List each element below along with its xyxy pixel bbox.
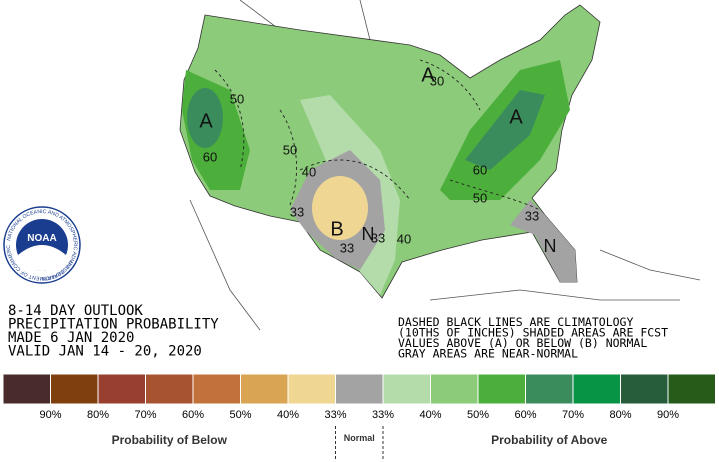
- map-label: 33: [340, 240, 354, 255]
- legend: 90% 80% 70% 60% 50% 40% 33% 33% 40% 50% 60% 70% 80% 9…: [2, 373, 716, 460]
- map-label: 33: [525, 208, 539, 223]
- note-line: VALUES ABOVE (A) OR BELOW (B) NORMAL: [398, 336, 647, 350]
- map-label: A: [199, 110, 213, 132]
- legend-swatch: [572, 373, 621, 405]
- map-label: B: [330, 218, 343, 240]
- legend-label: 50%: [229, 409, 251, 421]
- map-label: A: [421, 64, 435, 86]
- legend-below-title: Probability of Below: [112, 433, 228, 447]
- logo-wave: [18, 245, 66, 271]
- area-east-70: [465, 90, 545, 170]
- legend-label: 60%: [514, 409, 536, 421]
- legend-label: 90%: [39, 409, 61, 421]
- area-west-70: [187, 88, 223, 148]
- map-label: N: [544, 236, 557, 256]
- legend-swatch: [430, 373, 479, 405]
- legend-label: 90%: [657, 409, 679, 421]
- map-label: 40: [302, 164, 316, 179]
- legend-swatch: [97, 373, 146, 405]
- title-line: VALID JAN 14 - 20, 2020: [8, 344, 202, 360]
- legend-swatch: [145, 373, 194, 405]
- map-label: 60: [473, 162, 487, 177]
- legend-label: 40%: [277, 409, 299, 421]
- map-label: 50: [230, 91, 244, 106]
- map-label: 33: [290, 204, 304, 219]
- legend-swatch: [50, 373, 99, 405]
- map-label: 40: [397, 231, 411, 246]
- map-label: N: [362, 224, 375, 244]
- legend-swatch: [667, 373, 716, 405]
- legend-swatch: [2, 373, 51, 405]
- legend-label: 33%: [324, 409, 346, 421]
- legend-label: 80%: [87, 409, 109, 421]
- legend-label: 80%: [609, 409, 631, 421]
- note-line: DASHED BLACK LINES ARE CLIMATOLOGY: [398, 315, 633, 329]
- legend-swatch: [287, 373, 336, 405]
- note-line: GRAY AREAS ARE NEAR-NORMAL: [398, 347, 578, 361]
- title-line: MADE 6 JAN 2020: [8, 330, 134, 346]
- title-line: 8-14 DAY OUTLOOK: [8, 303, 143, 319]
- map-label: 33: [371, 230, 385, 245]
- title-line: PRECIPITATION PROBABILITY: [8, 317, 219, 333]
- legend-swatch: [620, 373, 669, 405]
- legend-label: 70%: [134, 409, 156, 421]
- legend-swatch: [477, 373, 526, 405]
- area-southeast-normal: [510, 200, 577, 282]
- area-texas-below: [312, 176, 368, 240]
- legend-above-title: Probability of Above: [491, 433, 608, 447]
- legend-label: 60%: [182, 409, 204, 421]
- map-label: 50: [283, 142, 297, 157]
- legend-swatch: [240, 373, 289, 405]
- map-label: A: [509, 106, 523, 128]
- borders: [189, 0, 701, 331]
- legend-label: 50%: [467, 409, 489, 421]
- legend-swatch: [192, 373, 241, 405]
- legend-label: 70%: [562, 409, 584, 421]
- map-label: 60: [203, 149, 217, 164]
- legend-swatch: [335, 373, 384, 405]
- map-label: 50: [473, 190, 487, 205]
- legend-normal-title: Normal: [344, 433, 375, 443]
- shaded-areas: [182, 60, 577, 295]
- legend-swatch: [382, 373, 431, 405]
- legend-label: 33%: [372, 409, 394, 421]
- note-line: (10THS OF INCHES) SHADED AREAS ARE FCST: [398, 326, 668, 340]
- map-label: 30: [430, 73, 444, 88]
- legend-swatch: [525, 373, 574, 405]
- notes-block: DASHED BLACK LINES ARE CLIMATOLOGY(10THS…: [398, 315, 668, 361]
- legend-label: 40%: [419, 409, 441, 421]
- logo-name: NOAA: [27, 233, 56, 244]
- climatology-lines: [214, 59, 541, 211]
